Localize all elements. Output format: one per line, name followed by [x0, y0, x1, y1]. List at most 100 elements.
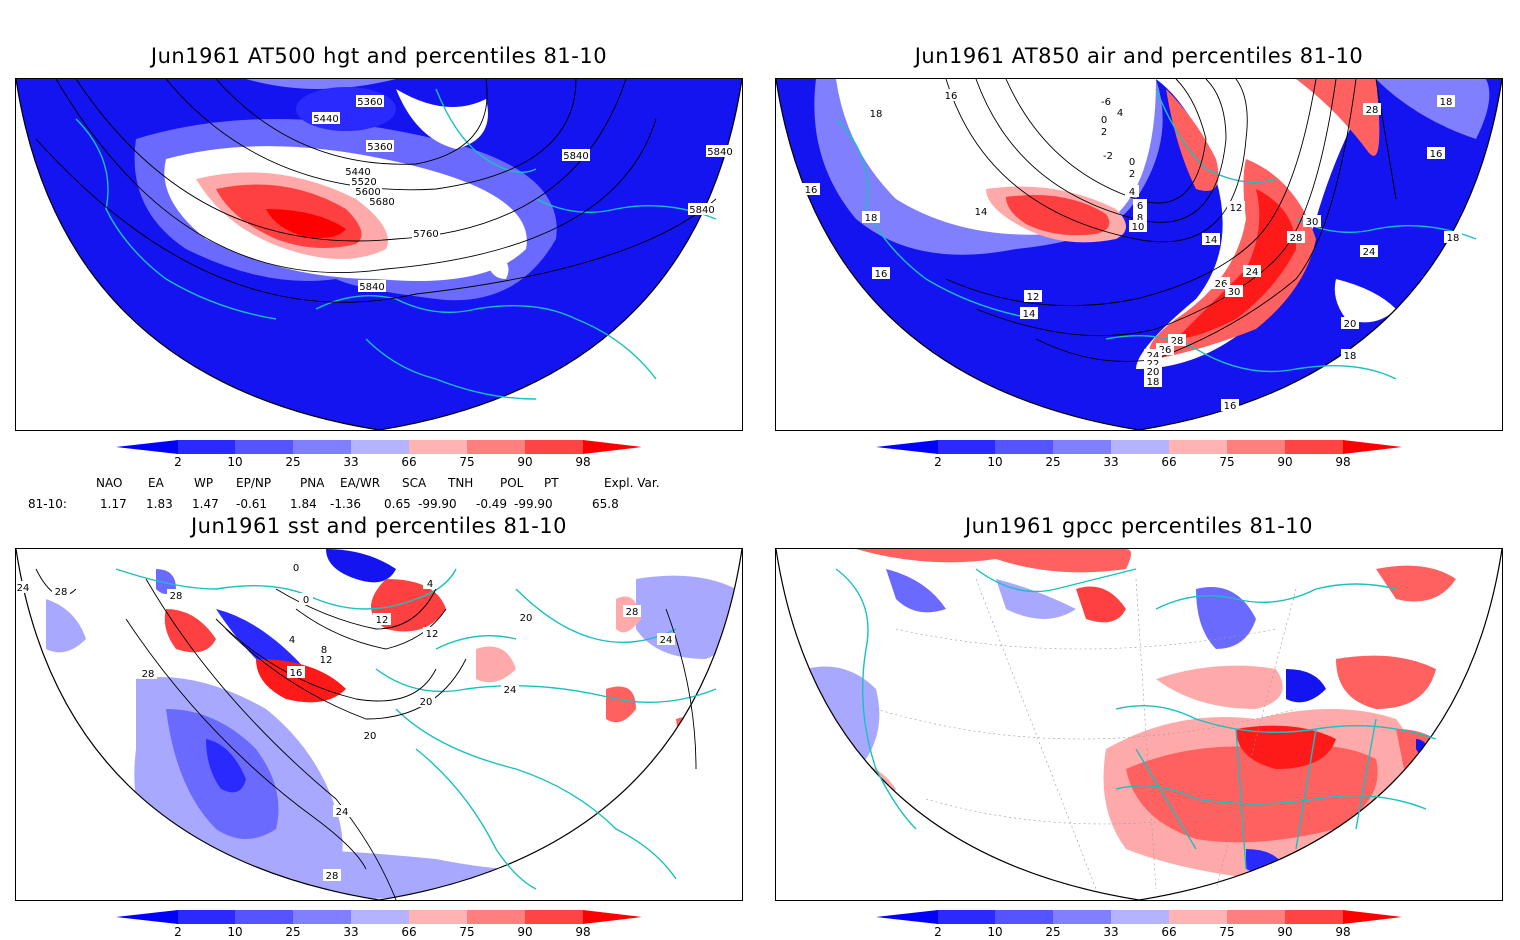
- contour-label: 30: [1303, 215, 1321, 228]
- contour-label: 14: [1020, 307, 1038, 320]
- contour-label: 16: [802, 183, 820, 196]
- svg-text:16: 16: [945, 91, 958, 102]
- colorbar-label: 66: [1161, 925, 1177, 939]
- index-header: PT: [544, 476, 559, 490]
- svg-text:24: 24: [1363, 247, 1376, 258]
- svg-text:28: 28: [1171, 336, 1184, 347]
- svg-text:24: 24: [336, 807, 349, 818]
- index-header: SCA: [402, 476, 427, 490]
- svg-text:0: 0: [1101, 115, 1107, 126]
- index-header: EA/WR: [340, 476, 381, 490]
- contour-label: 24: [1243, 265, 1261, 278]
- contour-label: 18: [1444, 231, 1462, 244]
- contour-label: 14: [1202, 233, 1220, 246]
- contour-label: 16: [1427, 147, 1445, 160]
- index-value: 1.84: [290, 497, 317, 511]
- svg-text:14: 14: [1205, 235, 1218, 246]
- contour-label: 12: [317, 653, 335, 666]
- svg-text:5840: 5840: [563, 151, 588, 162]
- contour-label: 5840: [688, 203, 716, 216]
- index-header: NAO: [96, 476, 123, 490]
- svg-text:16: 16: [875, 269, 888, 280]
- index-header: EA: [148, 476, 164, 490]
- svg-text:16: 16: [1224, 401, 1237, 412]
- contour-label: 5840: [358, 280, 386, 293]
- colorbar-label: 10: [987, 455, 1003, 469]
- contour-label: 28: [52, 585, 70, 598]
- contour-label: 12: [1227, 201, 1245, 214]
- colorbar-label: 75: [459, 455, 475, 469]
- index-value: -1.36: [330, 497, 362, 511]
- contour-label: 12: [373, 613, 391, 626]
- contour-label: 5360: [366, 140, 394, 153]
- index-value: 1.83: [146, 497, 173, 511]
- contour-label: 28: [1363, 103, 1381, 116]
- contour-label: 24: [657, 633, 675, 646]
- contour-label: 5520: [350, 175, 378, 188]
- contour-label: 28: [1287, 231, 1305, 244]
- colorbar-label: 25: [1045, 455, 1061, 469]
- svg-text:-6: -6: [1101, 97, 1111, 108]
- contour-label: 24: [501, 683, 519, 696]
- contour-label: 5840: [562, 149, 590, 162]
- svg-text:20: 20: [364, 731, 377, 742]
- svg-text:20: 20: [1344, 319, 1357, 330]
- colorbar-label: 98: [575, 925, 591, 939]
- panel-title-sst: Jun1961 sst and percentiles 81-10: [190, 514, 568, 538]
- contour-label: 0: [1097, 113, 1111, 126]
- svg-text:12: 12: [376, 615, 389, 626]
- map-panel-gpcc: [775, 548, 1503, 901]
- contour-label: 24: [16, 581, 30, 594]
- contour-label: 20: [517, 611, 535, 624]
- svg-text:26: 26: [1215, 279, 1228, 290]
- contour-label: 20: [417, 695, 435, 708]
- map-panel-sst: 24 28 28 0 0 4 12 28 4 8 12 16 12 20 28 …: [15, 548, 743, 901]
- colorbar-label: 90: [1277, 455, 1293, 469]
- svg-text:16: 16: [805, 185, 818, 196]
- contour-label: 5840: [706, 145, 734, 158]
- svg-text:12: 12: [426, 629, 439, 640]
- contour-label: 20: [361, 729, 379, 742]
- colorbar-label: 90: [517, 455, 533, 469]
- contour-label: 30: [1225, 285, 1243, 298]
- contour-label: 12: [423, 627, 441, 640]
- contour-label: 2: [1097, 125, 1111, 138]
- contour-label: -6: [1097, 95, 1115, 108]
- index-row-label: 81-10:: [28, 497, 67, 511]
- svg-text:20: 20: [420, 697, 433, 708]
- contour-label: 18: [867, 107, 885, 120]
- contour-label: 10: [1129, 220, 1147, 233]
- colorbar-label: 25: [285, 925, 301, 939]
- contour-label: 5440: [312, 112, 340, 125]
- index-header: POL: [500, 476, 524, 490]
- colorbar-label: 90: [517, 925, 533, 939]
- svg-text:2: 2: [1129, 169, 1135, 180]
- contour-label: 0: [289, 561, 303, 574]
- contour-label: 5360: [356, 95, 384, 108]
- svg-text:30: 30: [1306, 217, 1319, 228]
- svg-text:5680: 5680: [369, 197, 394, 208]
- colorbar-label: 10: [987, 925, 1003, 939]
- svg-text:28: 28: [55, 587, 68, 598]
- svg-text:24: 24: [17, 583, 30, 594]
- svg-text:8: 8: [321, 645, 327, 656]
- colorbar-label: 75: [1219, 925, 1235, 939]
- contour-label: 28: [139, 667, 157, 680]
- contour-label: 0: [1125, 155, 1139, 168]
- contour-label: 8: [317, 643, 331, 656]
- svg-text:18: 18: [1344, 351, 1357, 362]
- colorbar-label: 98: [1335, 925, 1351, 939]
- svg-text:26: 26: [1159, 345, 1172, 356]
- map-at850: 16 18 -6 4 0 2 -2 0 2 4 16 18 28 18 16 1…: [776, 79, 1502, 430]
- panel-title-gpcc: Jun1961 gpcc percentiles 81-10: [964, 514, 1314, 538]
- svg-text:18: 18: [1440, 97, 1453, 108]
- svg-text:16: 16: [290, 668, 303, 679]
- contour-label: 4: [1113, 106, 1127, 119]
- svg-text:24: 24: [1246, 267, 1259, 278]
- svg-text:18: 18: [1447, 233, 1460, 244]
- contour-label: 4: [285, 633, 299, 646]
- svg-text:14: 14: [1023, 309, 1036, 320]
- map-at500: 5360 5440 5360 5440 5520 5600 5680 5760 …: [16, 79, 742, 430]
- colorbar-label: 2: [174, 925, 182, 939]
- svg-text:20: 20: [1147, 367, 1160, 378]
